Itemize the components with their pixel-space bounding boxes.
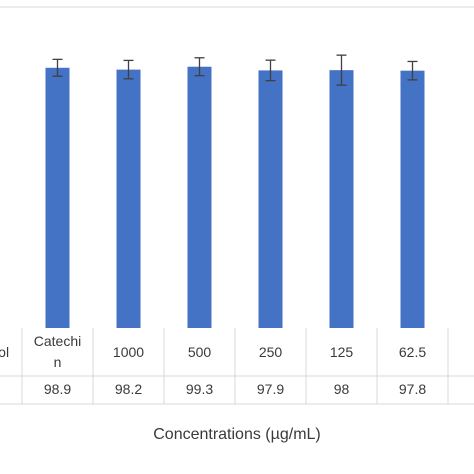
table-value-62.5: 97.8 [399,381,426,397]
bar-62.5 [400,70,425,328]
bar-1000 [116,69,141,329]
table-value-1000: 98.2 [115,381,142,397]
x-axis-label: Concentrations (µg/mL) [153,426,321,443]
tick-label-62.5: 62.5 [399,344,426,360]
table-value-500: 99.3 [186,381,213,397]
bars-group [45,66,425,329]
tick-label-125: 125 [330,344,354,360]
bar-125 [329,70,354,329]
table-value-125: 98 [334,381,350,397]
bar-250 [258,70,283,329]
table-value-Catechin: 98.9 [44,381,71,397]
bar-500 [187,66,212,328]
tick-label-Catechin: Catechi n [34,333,81,370]
error-bars-group [52,54,418,86]
data-table: Control100Catechin98.9100098.250099.3250… [0,328,474,405]
tick-label-Control: Control [0,344,9,360]
bar-Catechin [45,67,70,328]
tick-label-1000: 1000 [113,344,144,360]
tick-label-500: 500 [188,344,212,360]
table-value-250: 97.9 [257,381,284,397]
tick-label-250: 250 [259,344,283,360]
